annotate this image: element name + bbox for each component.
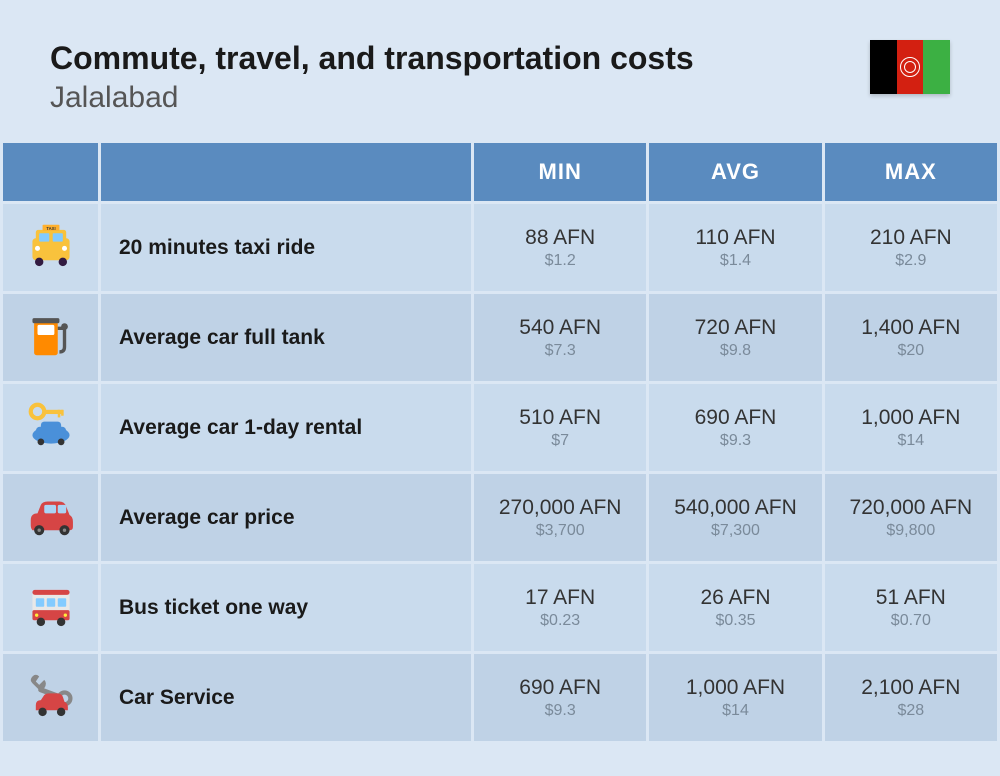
cell-min: 270,000 AFN $3,700 <box>474 474 646 561</box>
bus-icon <box>3 564 98 651</box>
header-icon-col <box>3 143 98 201</box>
cell-max: 2,100 AFN $28 <box>825 654 997 741</box>
value-sub: $7 <box>484 432 636 450</box>
table-row: 20 minutes taxi ride 88 AFN $1.2 110 AFN $1.… <box>3 204 997 291</box>
value-main: 51 AFN <box>835 586 987 610</box>
value-main: 88 AFN <box>484 226 636 250</box>
header: Commute, travel, and transportation cost… <box>0 0 1000 140</box>
row-label: Bus ticket one way <box>101 564 471 651</box>
value-main: 720 AFN <box>659 316 811 340</box>
value-main: 690 AFN <box>659 406 811 430</box>
value-main: 510 AFN <box>484 406 636 430</box>
value-sub: $9.3 <box>659 432 811 450</box>
cell-avg: 720 AFN $9.8 <box>649 294 821 381</box>
header-text: Commute, travel, and transportation cost… <box>50 40 694 115</box>
flag-stripe-black <box>870 40 897 94</box>
table-row: Car Service 690 AFN $9.3 1,000 AFN $14 2,100 … <box>3 654 997 741</box>
table-row: Average car price 270,000 AFN $3,700 540,00… <box>3 474 997 561</box>
flag-stripe-green <box>923 40 950 94</box>
car-icon <box>3 474 98 561</box>
cell-avg: 690 AFN $9.3 <box>649 384 821 471</box>
row-label: Average car 1-day rental <box>101 384 471 471</box>
cell-max: 210 AFN $2.9 <box>825 204 997 291</box>
table-row: Average car 1-day rental 510 AFN $7 690 AFN… <box>3 384 997 471</box>
flag-emblem-icon <box>900 57 920 77</box>
value-main: 1,000 AFN <box>835 406 987 430</box>
header-min: MIN <box>474 143 646 201</box>
row-label: Average car price <box>101 474 471 561</box>
value-sub: $1.4 <box>659 252 811 270</box>
value-main: 690 AFN <box>484 676 636 700</box>
page-subtitle: Jalalabad <box>50 81 694 115</box>
row-label: Average car full tank <box>101 294 471 381</box>
cost-table: MIN AVG MAX 20 minutes taxi ride 88 AFN $1… <box>0 140 1000 744</box>
taxi-icon <box>3 204 98 291</box>
value-main: 1,400 AFN <box>835 316 987 340</box>
value-sub: $20 <box>835 342 987 360</box>
value-sub: $28 <box>835 702 987 720</box>
cell-max: 1,000 AFN $14 <box>825 384 997 471</box>
value-sub: $1.2 <box>484 252 636 270</box>
value-sub: $7,300 <box>659 522 811 540</box>
table-header-row: MIN AVG MAX <box>3 143 997 201</box>
cell-min: 510 AFN $7 <box>474 384 646 471</box>
flag-stripe-red <box>897 40 924 94</box>
value-sub: $9.8 <box>659 342 811 360</box>
fuel-icon <box>3 294 98 381</box>
cell-avg: 1,000 AFN $14 <box>649 654 821 741</box>
header-label-col <box>101 143 471 201</box>
value-main: 210 AFN <box>835 226 987 250</box>
row-label: Car Service <box>101 654 471 741</box>
value-main: 2,100 AFN <box>835 676 987 700</box>
value-sub: $9,800 <box>835 522 987 540</box>
table-row: Average car full tank 540 AFN $7.3 720 AFN $… <box>3 294 997 381</box>
value-main: 17 AFN <box>484 586 636 610</box>
cell-max: 51 AFN $0.70 <box>825 564 997 651</box>
page-title: Commute, travel, and transportation cost… <box>50 40 694 77</box>
cell-max: 1,400 AFN $20 <box>825 294 997 381</box>
country-flag <box>870 40 950 94</box>
value-main: 540,000 AFN <box>659 496 811 520</box>
cell-avg: 110 AFN $1.4 <box>649 204 821 291</box>
value-sub: $2.9 <box>835 252 987 270</box>
header-max: MAX <box>825 143 997 201</box>
value-main: 26 AFN <box>659 586 811 610</box>
table-row: Bus ticket one way 17 AFN $0.23 26 AFN $0.35… <box>3 564 997 651</box>
value-sub: $0.35 <box>659 612 811 630</box>
cell-max: 720,000 AFN $9,800 <box>825 474 997 561</box>
cell-min: 690 AFN $9.3 <box>474 654 646 741</box>
value-sub: $14 <box>659 702 811 720</box>
header-avg: AVG <box>649 143 821 201</box>
value-main: 110 AFN <box>659 226 811 250</box>
service-icon <box>3 654 98 741</box>
cost-table-wrap: MIN AVG MAX 20 minutes taxi ride 88 AFN $1… <box>0 140 1000 744</box>
cell-avg: 540,000 AFN $7,300 <box>649 474 821 561</box>
cell-min: 88 AFN $1.2 <box>474 204 646 291</box>
value-main: 720,000 AFN <box>835 496 987 520</box>
value-sub: $7.3 <box>484 342 636 360</box>
car-key-icon <box>3 384 98 471</box>
cell-avg: 26 AFN $0.35 <box>649 564 821 651</box>
value-main: 1,000 AFN <box>659 676 811 700</box>
cell-min: 540 AFN $7.3 <box>474 294 646 381</box>
value-main: 540 AFN <box>484 316 636 340</box>
row-label: 20 minutes taxi ride <box>101 204 471 291</box>
cell-min: 17 AFN $0.23 <box>474 564 646 651</box>
value-sub: $3,700 <box>484 522 636 540</box>
value-main: 270,000 AFN <box>484 496 636 520</box>
value-sub: $0.23 <box>484 612 636 630</box>
value-sub: $0.70 <box>835 612 987 630</box>
value-sub: $14 <box>835 432 987 450</box>
value-sub: $9.3 <box>484 702 636 720</box>
